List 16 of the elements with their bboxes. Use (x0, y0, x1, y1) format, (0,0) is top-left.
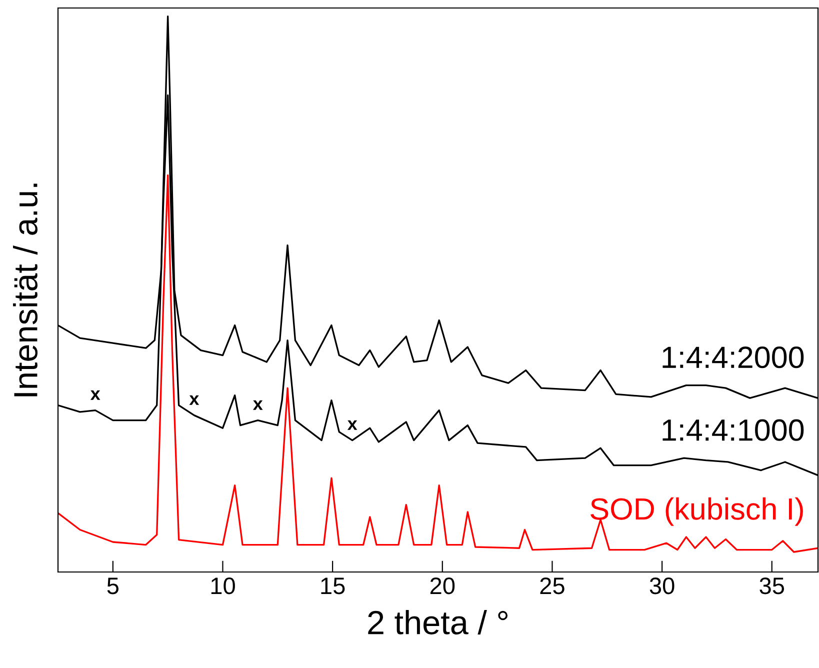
series-label: 1:4:4:2000 (662, 346, 804, 368)
x-tick-label: 25 (540, 577, 564, 594)
annotation: x (347, 420, 358, 430)
annotation: x (252, 400, 263, 410)
x-tick-label: 5 (107, 578, 118, 594)
x-tick-label: 15 (321, 578, 345, 594)
x-axis-title: 2 theta / ° (368, 610, 508, 634)
x-tick-label: 10 (211, 577, 235, 594)
series-label: SOD (kubisch I) (590, 497, 803, 526)
x-tick-label: 30 (650, 577, 674, 594)
x-tick-label: 20 (430, 577, 455, 594)
x-tick-label: 35 (760, 577, 784, 594)
annotation: x (90, 390, 100, 400)
series-label: 1:4:4:1000 (662, 419, 804, 441)
annotation: x (189, 395, 200, 405)
y-axis-title: Intensität / a.u. (13, 184, 38, 396)
